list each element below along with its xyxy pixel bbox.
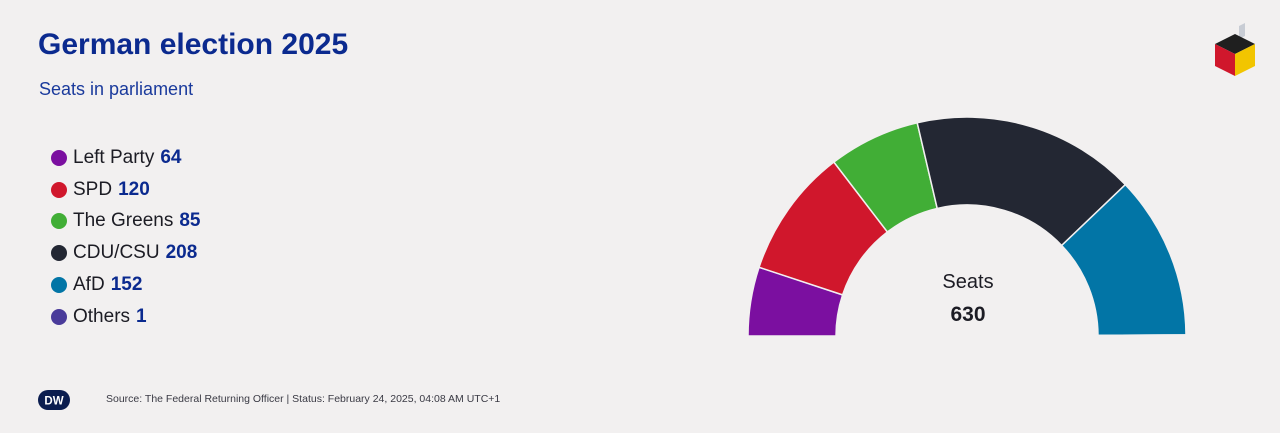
legend-swatch (51, 308, 67, 325)
legend-swatch (51, 245, 67, 262)
legend-value: 208 (165, 242, 198, 264)
legend-value: 85 (179, 210, 201, 232)
legend-item: Others 1 (51, 301, 200, 333)
legend-label: Left Party (73, 146, 155, 168)
legend-swatch (51, 277, 67, 294)
legend-swatch (51, 181, 67, 198)
legend-value: 64 (160, 146, 182, 168)
legend-swatch (51, 213, 67, 230)
legend-value: 120 (118, 178, 150, 200)
legend: Left Party 64 SPD 120 The Greens 85 CDU/CSU 208… (51, 142, 200, 333)
legend-label: Others (73, 305, 131, 327)
seat-segment (1097, 334, 1187, 337)
chart-subtitle: Seats in parliament (39, 79, 194, 99)
legend-item: CDU/CSU 208 (51, 237, 200, 269)
source-note: Source: The Federal Returning Officer | … (106, 393, 501, 405)
legend-swatch (51, 149, 67, 166)
dw-logo: DW (38, 390, 70, 410)
chart-title: German election 2025 (38, 28, 349, 61)
seat-arcs (747, 116, 1187, 337)
ballot-box-cube-icon (1215, 23, 1255, 76)
legend-item: The Greens 85 (51, 206, 200, 238)
legend-label: AfD (73, 274, 105, 296)
legend-value: 1 (136, 305, 147, 327)
legend-item: SPD 120 (51, 174, 200, 206)
legend-value: 152 (110, 274, 143, 296)
legend-item: AfD 152 (51, 269, 200, 301)
legend-label: CDU/CSU (73, 242, 160, 264)
legend-label: SPD (73, 178, 113, 200)
center-label: Seats (942, 271, 993, 293)
total-seats: 630 (950, 303, 985, 326)
dw-logo-text: DW (44, 396, 63, 408)
legend-item: Left Party 64 (51, 142, 200, 174)
legend-label: The Greens (73, 210, 174, 232)
